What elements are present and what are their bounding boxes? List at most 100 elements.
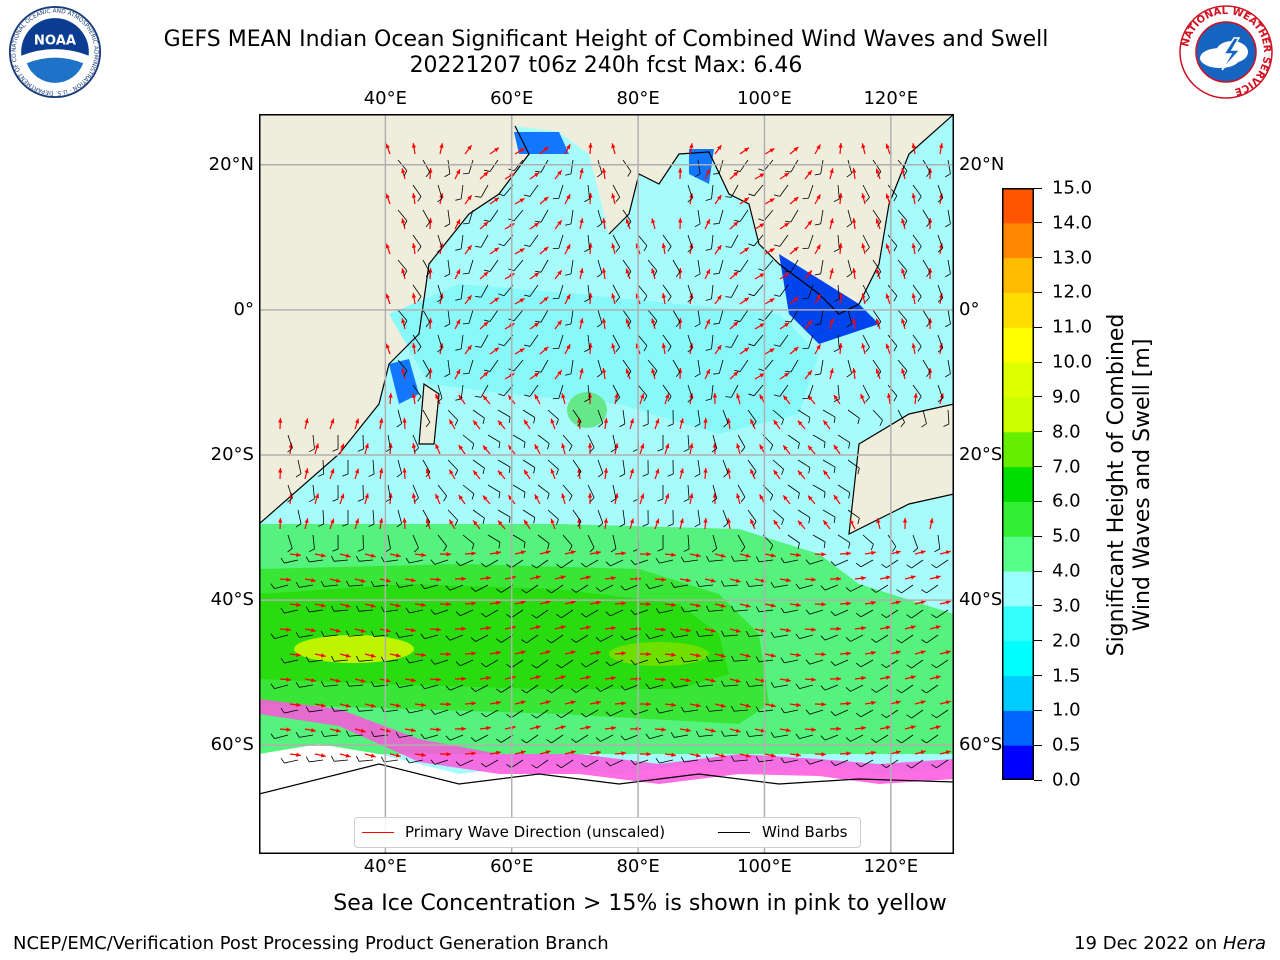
map-legend: Primary Wave Direction (unscaled) Wind B… (354, 817, 861, 848)
wave-arrow-head (304, 468, 309, 474)
wind-barb-feather (857, 468, 860, 475)
wind-barb-feather (687, 247, 693, 253)
lon-label: 40°E (363, 856, 407, 877)
wave-arrow-head (496, 600, 501, 606)
wind-barb (753, 184, 764, 197)
lat-label: 40°S (210, 589, 254, 611)
wave-arrow-head (496, 550, 501, 556)
wave-arrow-head (945, 650, 951, 655)
colorbar (1002, 188, 1034, 780)
wave-arrow-head (735, 728, 741, 733)
wave-arrow-head (913, 393, 918, 398)
wave-arrow-head (545, 650, 551, 655)
wind-barb-feather (318, 473, 324, 477)
wind-barb (837, 484, 851, 493)
wave-arrow-head (467, 345, 472, 351)
wave-arrow-head (821, 552, 826, 557)
wind-barb-feather (937, 247, 943, 253)
wind-barb (526, 634, 539, 644)
wave-arrow-head (519, 248, 525, 253)
wind-barb-feather (823, 541, 826, 549)
wind-barb (437, 184, 443, 199)
wind-barb (612, 234, 621, 248)
svg-text:NOAA: NOAA (34, 33, 77, 48)
wave-arrow-head (625, 218, 630, 224)
wind-barb (911, 559, 924, 569)
wind-barb-feather (580, 713, 587, 718)
wind-barb (349, 634, 364, 637)
wave-arrow-head (370, 653, 376, 658)
wind-barb (926, 684, 939, 694)
wind-barb (699, 734, 714, 737)
wave-arrow-head (486, 725, 491, 731)
wind-barbs (270, 159, 951, 769)
wind-barb-feather (598, 472, 604, 478)
wind-barb (422, 359, 431, 373)
wind-barb (412, 384, 422, 397)
wind-barb (820, 159, 824, 174)
wave-arrow-head (471, 701, 476, 706)
wave-arrow-head (846, 551, 851, 556)
wind-barb (672, 359, 681, 373)
wind-barb-feather (380, 706, 385, 713)
wind-barb (489, 159, 499, 172)
wind-barb-feather (833, 516, 836, 524)
wind-barb-feather (694, 423, 701, 428)
wave-arrow-head (550, 468, 555, 474)
wind-barb-feather (417, 396, 422, 402)
wind-barb-feather (627, 321, 632, 327)
wind-barb (372, 509, 375, 524)
wind-barb-feather (605, 711, 611, 717)
colorbar-tick-label: 5.0 (1052, 525, 1081, 547)
wave-arrow-head (695, 553, 701, 558)
wave-arrow-head (836, 726, 841, 732)
wind-barb (397, 359, 408, 372)
wave-arrow-head (483, 371, 489, 377)
wind-barb (797, 459, 811, 468)
wave-arrow-head (846, 601, 851, 606)
wind-barb-feather (615, 347, 621, 353)
wind-barb-feather (725, 296, 732, 298)
wind-barb (687, 384, 693, 399)
wind-barb (763, 209, 774, 222)
wind-barb-feather (547, 443, 550, 450)
wind-barb (779, 284, 789, 297)
wave-arrow-head (910, 625, 916, 630)
wind-barb (722, 459, 729, 474)
wind-barb-feather (308, 498, 315, 503)
wave-arrow-head (286, 727, 291, 732)
wind-barb-feather (471, 543, 475, 550)
wave-arrow-head (703, 468, 708, 473)
wave-arrow-head (860, 393, 865, 399)
wave-arrow-head (395, 753, 401, 758)
wave-arrow-head (712, 393, 718, 398)
wind-barb-feather (945, 273, 951, 278)
wave-arrow-head (836, 676, 841, 682)
wave-arrow-head (611, 193, 616, 199)
wind-barb (610, 609, 624, 617)
wind-barb (731, 284, 739, 298)
wind-barb-feather (926, 271, 931, 278)
wind-barb (808, 284, 814, 299)
wind-barb (562, 484, 573, 496)
wind-barb (634, 559, 649, 565)
colorbar-segment (1002, 327, 1034, 363)
wind-barb-feather (931, 614, 937, 619)
wave-arrow-head (821, 702, 826, 707)
wave-arrow-head (770, 753, 776, 758)
wave-arrow-head (560, 625, 566, 630)
wind-barb (822, 509, 836, 518)
wind-barb-feather (470, 687, 476, 692)
wind-barb (447, 509, 458, 521)
wind-barb-feather (734, 369, 741, 372)
wind-barb (570, 359, 574, 374)
wind-barb (513, 259, 524, 272)
wind-barb-feather (645, 683, 650, 689)
wind-barb (875, 634, 889, 643)
wave-arrow-head (861, 626, 866, 631)
wind-barb (897, 259, 908, 271)
wind-barb (460, 334, 464, 349)
wave-arrow-head (320, 653, 326, 658)
colorbar-tick (1034, 326, 1042, 328)
wave-arrow-head (601, 168, 607, 173)
